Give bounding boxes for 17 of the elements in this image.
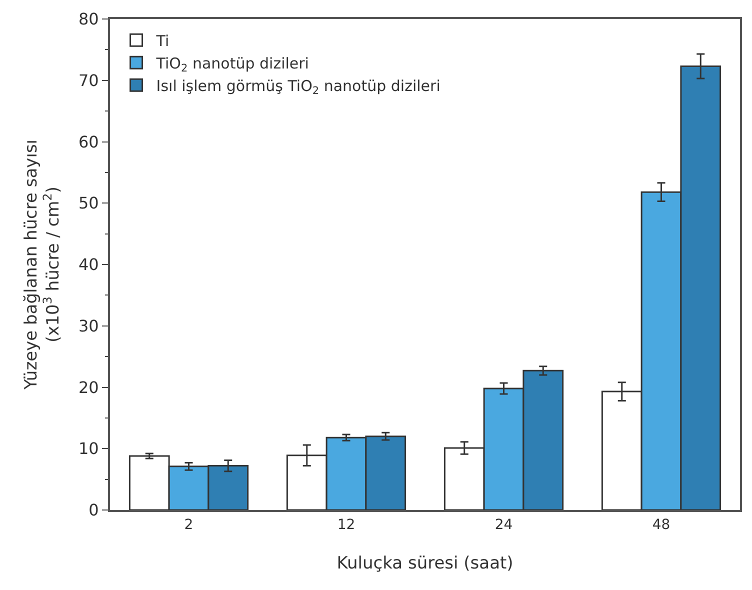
y-tick-label: 70 [78,70,99,90]
y-tick-label: 80 [78,10,99,29]
x-tick-label: 24 [494,516,513,533]
y-tick-label: 10 [78,439,99,458]
y-tick-label: 50 [78,194,99,213]
x-axis-title: Kuluçka süresi (saat) [336,554,514,574]
y-tick-label: 20 [78,378,99,397]
y-tick-label: 40 [78,255,99,274]
y-tick-label: 30 [78,316,99,336]
y-tick-label: 0 [88,500,99,520]
legend-label: Ti [155,32,170,50]
x-tick-label: 12 [337,516,356,533]
x-tick-label: 48 [652,516,670,533]
x-tick-label: 2 [184,516,194,533]
legend-label: Isıl işlem görmüş TiO$_{2}$ nanotüp dizileri [156,77,440,98]
y-tick-label: 60 [78,132,99,152]
legend-label: TiO$_{2}$ nanotüp dizileri [155,54,309,75]
